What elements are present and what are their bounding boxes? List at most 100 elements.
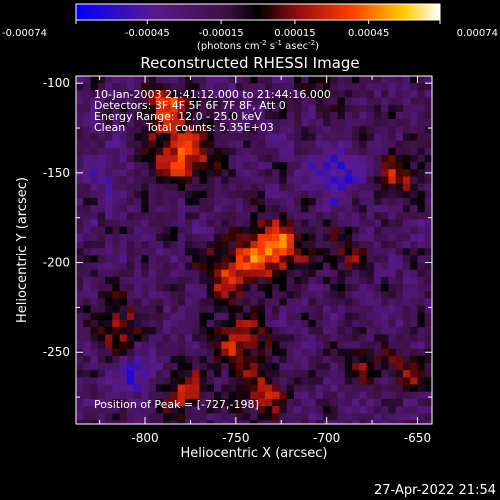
heatmap-cell xyxy=(141,406,150,414)
heatmap-cell xyxy=(366,327,375,335)
heatmap-cell xyxy=(90,205,99,213)
heatmap-cell xyxy=(359,298,368,307)
heatmap-cell xyxy=(97,111,106,120)
heatmap-cell xyxy=(417,162,426,170)
heatmap-cell xyxy=(148,319,157,328)
heatmap-cell xyxy=(105,341,113,350)
heatmap-cell xyxy=(344,298,353,307)
heatmap-cell xyxy=(243,284,251,292)
heatmap-cell xyxy=(381,147,390,156)
heatmap-cell xyxy=(366,241,375,249)
heatmap-cell xyxy=(192,133,201,142)
heatmap-cell xyxy=(177,420,186,424)
heatmap-cell xyxy=(141,97,150,106)
heatmap-cell xyxy=(352,420,360,424)
heatmap-cell xyxy=(388,147,397,156)
heatmap-cell xyxy=(206,83,215,91)
heatmap-cell xyxy=(148,126,157,135)
heatmap-cell xyxy=(206,370,215,378)
heatmap-cell xyxy=(366,126,375,135)
heatmap-cell xyxy=(359,154,368,163)
heatmap-cell xyxy=(126,104,135,113)
heatmap-cell xyxy=(272,262,281,271)
heatmap-cell xyxy=(97,169,106,178)
heatmap-cell xyxy=(373,248,382,256)
heatmap-cell xyxy=(344,291,353,300)
heatmap-cell xyxy=(272,255,281,264)
heatmap-cell xyxy=(206,190,215,199)
heatmap-cell xyxy=(148,384,157,393)
heatmap-cell xyxy=(148,284,157,292)
heatmap-cell xyxy=(228,370,237,378)
heatmap-cell xyxy=(330,291,339,300)
heatmap-cell xyxy=(170,262,179,271)
heatmap-cell xyxy=(293,327,302,335)
heatmap-cell xyxy=(134,248,142,256)
heatmap-cell xyxy=(134,169,142,178)
heatmap-cell xyxy=(83,305,92,314)
heatmap-cell xyxy=(97,370,106,378)
heatmap-cell xyxy=(155,226,164,235)
heatmap-cell xyxy=(410,226,419,235)
heatmap-cell xyxy=(228,205,237,213)
heatmap-cell xyxy=(228,119,237,127)
heatmap-cell xyxy=(301,334,310,343)
heatmap-cell xyxy=(112,384,121,393)
heatmap-cell xyxy=(257,334,266,343)
heatmap-cell xyxy=(279,334,288,343)
y-tick-label: -100 xyxy=(43,76,70,90)
heatmap-cell xyxy=(119,169,128,178)
heatmap-cell xyxy=(330,391,339,400)
heatmap-cell xyxy=(83,284,92,292)
heatmap-cell xyxy=(381,126,390,135)
heatmap-cell xyxy=(192,176,201,185)
heatmap-cell xyxy=(214,83,222,91)
heatmap-cell xyxy=(206,119,215,127)
heatmap-cell xyxy=(279,233,288,242)
heatmap-cell xyxy=(257,104,266,113)
heatmap-cell xyxy=(301,262,310,271)
heatmap-cell xyxy=(323,291,331,300)
heatmap-cell xyxy=(134,226,142,235)
heatmap-cell xyxy=(192,420,201,424)
heatmap-cell xyxy=(424,370,432,378)
heatmap-cell xyxy=(148,197,157,206)
heatmap-cell xyxy=(134,319,142,328)
heatmap-cell xyxy=(293,319,302,328)
heatmap-cell xyxy=(243,305,251,314)
heatmap-cell xyxy=(134,197,142,206)
heatmap-cell xyxy=(170,226,179,235)
heatmap-cell xyxy=(293,76,302,84)
heatmap-cell xyxy=(134,312,142,321)
heatmap-cell xyxy=(163,212,172,221)
heatmap-cell xyxy=(155,355,164,364)
heatmap-cell xyxy=(90,233,99,242)
heatmap-cell xyxy=(264,327,273,335)
heatmap-cell xyxy=(344,83,353,91)
heatmap-cell xyxy=(112,190,121,199)
heatmap-cell xyxy=(330,341,339,350)
heatmap-cell xyxy=(402,420,411,424)
heatmap-cell xyxy=(105,420,113,424)
heatmap-cell xyxy=(330,197,339,206)
heatmap-cell xyxy=(214,197,222,206)
heatmap-cell xyxy=(155,312,164,321)
heatmap-cell xyxy=(293,104,302,113)
heatmap-cell xyxy=(402,391,411,400)
heatmap-cell xyxy=(424,312,432,321)
heatmap-cell xyxy=(424,398,432,407)
heatmap-cell xyxy=(257,276,266,285)
heatmap-cell xyxy=(235,190,244,199)
heatmap-cell xyxy=(170,140,179,149)
heatmap-cell xyxy=(134,348,142,357)
heatmap-cell xyxy=(141,291,150,300)
heatmap-cell xyxy=(76,420,84,424)
heatmap-cell xyxy=(352,197,360,206)
heatmap-cell xyxy=(184,162,193,170)
heatmap-cell xyxy=(286,391,295,400)
heatmap-cell xyxy=(90,420,99,424)
heatmap-cell xyxy=(97,341,106,350)
heatmap-cell xyxy=(257,233,266,242)
heatmap-cell xyxy=(272,190,281,199)
